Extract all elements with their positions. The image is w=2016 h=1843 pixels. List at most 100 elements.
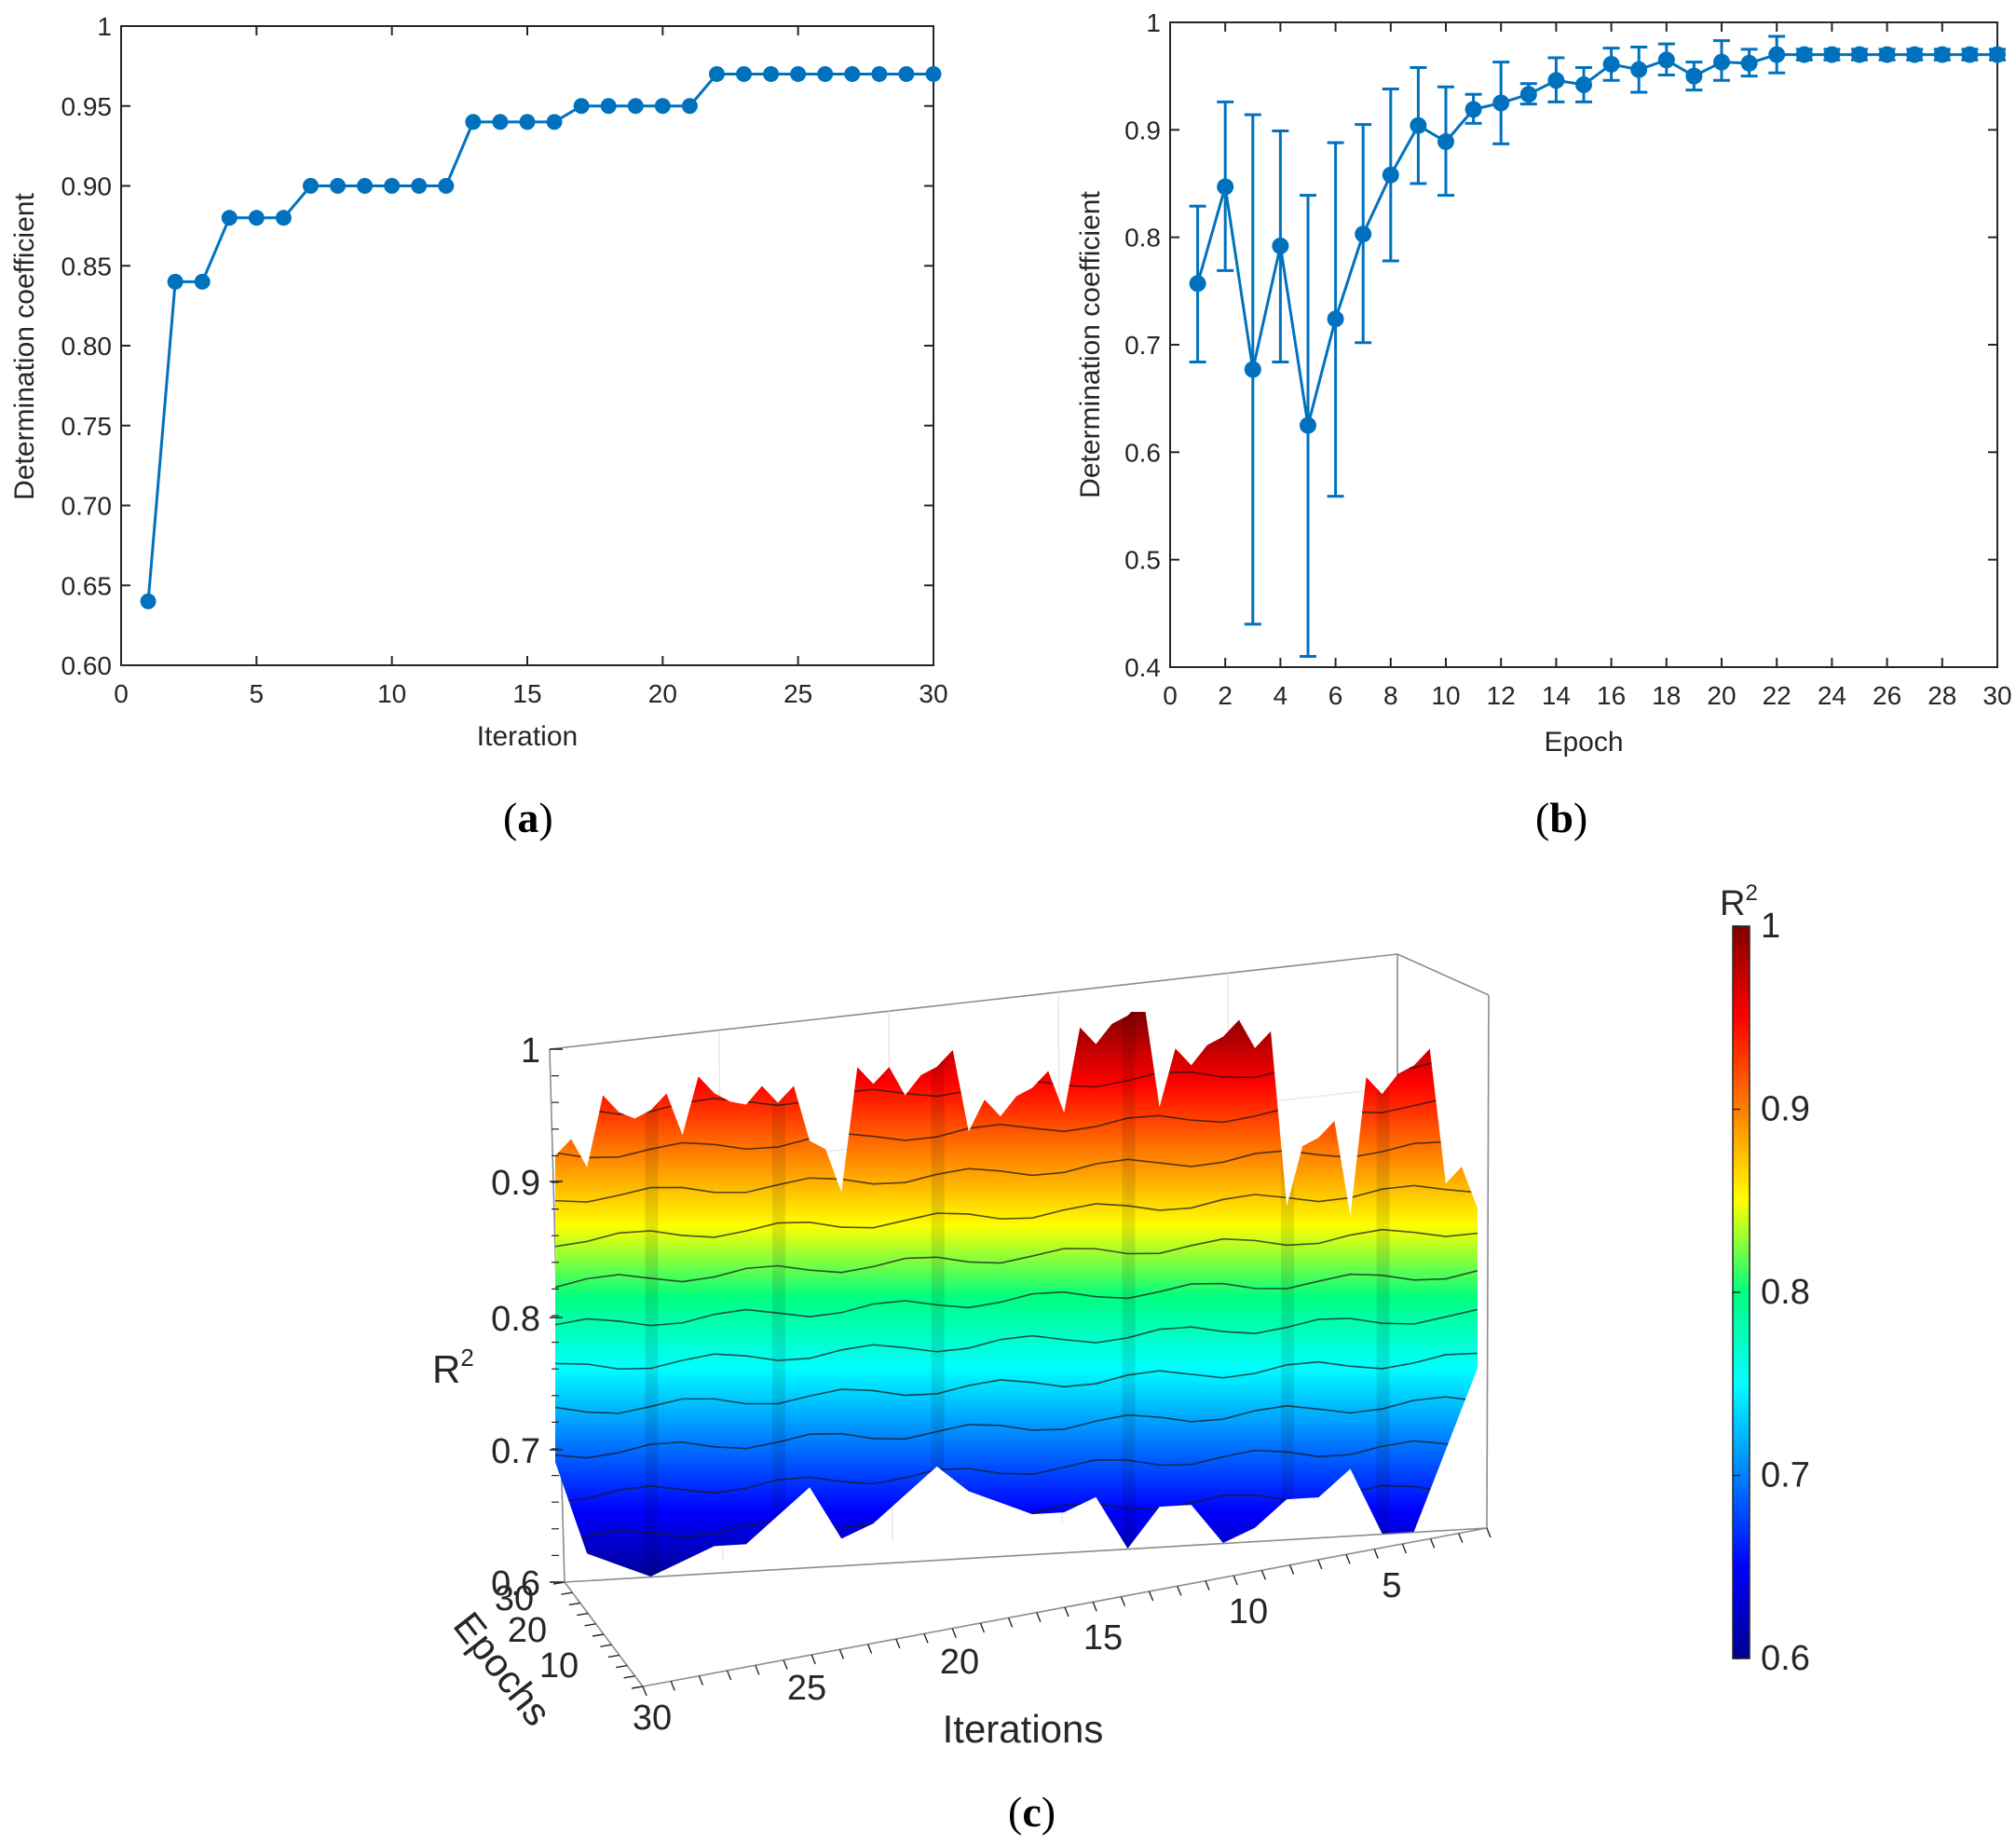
data-point-a [384, 178, 401, 194]
y-tick-label-a: 0.90 [61, 172, 113, 201]
data-point-a [600, 98, 617, 115]
epoch-tick-c [568, 1602, 580, 1606]
data-point-a [763, 65, 780, 82]
z-axis-label-c: R2 [432, 1344, 474, 1391]
data-point-a [790, 65, 807, 82]
iteration-tick-c [1148, 1590, 1154, 1602]
data-point-b [1382, 166, 1399, 184]
data-point-b [1906, 46, 1924, 63]
surface-fold-shade [1122, 1012, 1136, 1577]
data-point-a [438, 178, 455, 194]
colorbar-tick-label: 0.9 [1761, 1090, 1810, 1129]
data-point-a [898, 65, 915, 82]
data-point-b [1189, 275, 1206, 293]
x-tick-label-b: 22 [1763, 681, 1791, 710]
iteration-tick-c [755, 1665, 760, 1675]
x-tick-label-b: 18 [1652, 681, 1681, 710]
data-point-a [140, 593, 157, 609]
epoch-tick-label-c: 20 [508, 1611, 547, 1650]
data-point-a [925, 65, 942, 82]
data-point-b [1740, 54, 1758, 72]
iteration-tick-c [979, 1622, 986, 1633]
iteration-tick-c [1317, 1559, 1323, 1570]
z-tick-label-c: 0.9 [491, 1164, 540, 1203]
data-point-b [1547, 72, 1565, 89]
y-tick-label-b: 0.9 [1124, 116, 1161, 144]
data-point-a [248, 210, 265, 226]
data-point-b [1602, 55, 1620, 73]
x-tick-label-b: 16 [1597, 681, 1626, 710]
iteration-tick-c [923, 1633, 929, 1644]
data-point-b [1355, 225, 1372, 243]
iteration-tick-c [1205, 1580, 1210, 1590]
data-point-a [411, 178, 428, 194]
epoch-tick-c [600, 1644, 612, 1647]
colorbar-title-base: R [1720, 884, 1745, 923]
data-point-a [681, 98, 698, 115]
y-axis-label-a: Determination coefficient [9, 193, 40, 500]
x-tick-label-a: 0 [114, 679, 129, 708]
y-tick-label-a: 0.95 [61, 92, 113, 121]
data-point-b [1519, 86, 1537, 103]
x-tick-label-b: 8 [1383, 681, 1398, 710]
iteration-tick-label-c: 5 [1382, 1566, 1401, 1605]
contour-line [555, 1308, 1478, 1371]
x-tick-label-a: 20 [648, 679, 677, 708]
data-point-a [221, 210, 238, 226]
iteration-tick-label-c: 15 [1083, 1618, 1123, 1658]
iteration-tick-label-c: 25 [787, 1669, 826, 1708]
z-axis-label-base: R [432, 1347, 460, 1391]
caption-b: (b) [1535, 794, 1587, 841]
iteration-tick-c [670, 1681, 675, 1691]
x-tick-label-b: 10 [1431, 681, 1460, 710]
iteration-tick-c [1429, 1538, 1436, 1549]
contour-line [555, 1269, 1478, 1327]
data-point-a [519, 114, 536, 130]
contour-line [555, 1352, 1478, 1414]
y-tick-label-a: 0.80 [61, 332, 113, 361]
data-point-b [1437, 133, 1454, 151]
surface-fold-shade [645, 1012, 659, 1577]
data-point-b [1823, 46, 1841, 63]
contour-line [555, 1140, 1478, 1203]
iteration-tick-c [642, 1686, 647, 1697]
x-tick-label-a: 30 [919, 679, 947, 708]
contour-line [555, 1396, 1478, 1459]
data-point-a [817, 65, 834, 82]
iteration-tick-c [951, 1628, 957, 1638]
data-point-a [871, 65, 888, 82]
data-point-a [465, 114, 482, 130]
x-tick-label-b: 26 [1873, 681, 1901, 710]
data-point-a [302, 178, 319, 194]
epoch-tick-c [592, 1633, 605, 1637]
y-tick-label-b: 0.8 [1124, 224, 1161, 253]
iteration-tick-c [866, 1644, 873, 1654]
data-point-a [492, 114, 509, 130]
data-point-b [1795, 46, 1813, 63]
colorbar-title: R2 [1720, 881, 1758, 923]
caption-letter-c: c [1022, 1788, 1041, 1836]
contour-line [555, 1228, 1478, 1289]
data-point-b [1327, 310, 1344, 328]
x-tick-label-b: 4 [1274, 681, 1288, 710]
x-tick-label-a: 15 [512, 679, 541, 708]
y-tick-label-b: 0.6 [1124, 438, 1161, 467]
colorbar-tick-label: 0.8 [1761, 1273, 1810, 1312]
data-point-b [1630, 61, 1648, 78]
iteration-tick-c [783, 1659, 788, 1670]
caption-letter-b: b [1549, 794, 1573, 841]
epoch-tick-c [552, 1581, 565, 1585]
data-point-a [330, 178, 347, 194]
epoch-tick-c [607, 1654, 620, 1659]
x-tick-label-b: 0 [1163, 681, 1178, 710]
data-point-a [167, 273, 184, 290]
iteration-tick-label-c: 10 [1229, 1592, 1268, 1631]
chart-panel-b: 0.40.50.60.70.80.910 2 4 6 8 10 12 14 16 18 20 22 24… [1075, 8, 2012, 841]
axes-box-a [120, 25, 934, 666]
epoch-tick-c [577, 1612, 589, 1617]
data-point-b [1657, 51, 1675, 69]
colorbar: 0.6 0.7 0.8 0.9 1 R2 [1720, 881, 1810, 1678]
iteration-tick-c [1092, 1602, 1097, 1612]
caption-letter-a: a [517, 794, 538, 841]
